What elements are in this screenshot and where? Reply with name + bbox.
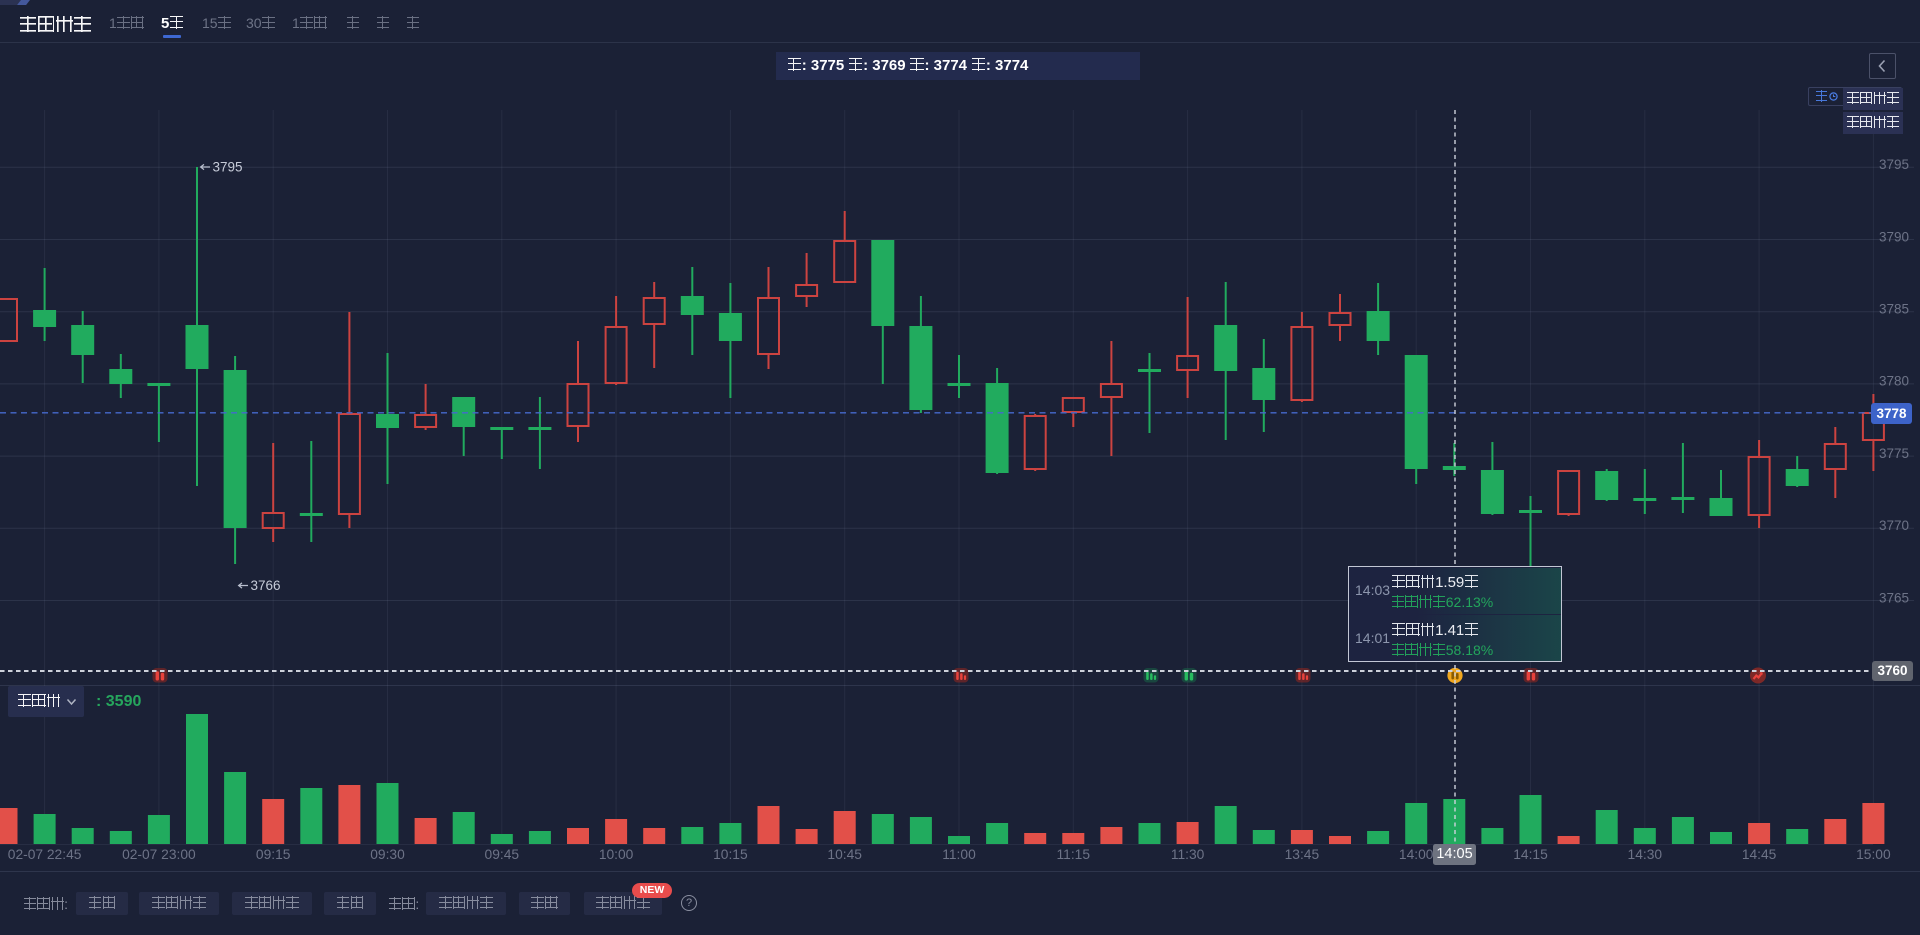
svg-text:3780: 3780	[1879, 374, 1909, 389]
svg-text:3770: 3770	[1879, 518, 1909, 533]
svg-text:11:00: 11:00	[942, 847, 976, 862]
svg-text:3765: 3765	[1879, 590, 1909, 605]
svg-text:3775: 3775	[1879, 446, 1909, 461]
svg-text:10:45: 10:45	[827, 847, 862, 862]
svg-text:3766: 3766	[251, 578, 281, 593]
svg-text:09:15: 09:15	[256, 847, 291, 862]
svg-text:14:15: 14:15	[1513, 847, 1548, 862]
svg-text:3785: 3785	[1879, 302, 1909, 317]
svg-text:3795: 3795	[1879, 157, 1909, 172]
svg-text:14:30: 14:30	[1628, 847, 1663, 862]
svg-text:13:45: 13:45	[1285, 847, 1320, 862]
svg-text:14:00: 14:00	[1399, 847, 1434, 862]
svg-text:11:30: 11:30	[1171, 847, 1205, 862]
svg-text:3790: 3790	[1879, 229, 1909, 244]
svg-text:10:15: 10:15	[713, 847, 748, 862]
svg-text:02-07 22:45: 02-07 22:45	[8, 847, 82, 862]
svg-text:10:00: 10:00	[599, 847, 634, 862]
svg-text:14:45: 14:45	[1742, 847, 1777, 862]
svg-text:3795: 3795	[213, 160, 243, 175]
svg-text:02-07 23:00: 02-07 23:00	[122, 847, 196, 862]
svg-text:11:15: 11:15	[1057, 847, 1091, 862]
svg-text:15:00: 15:00	[1856, 847, 1891, 862]
svg-text:09:45: 09:45	[485, 847, 520, 862]
svg-text:09:30: 09:30	[370, 847, 405, 862]
